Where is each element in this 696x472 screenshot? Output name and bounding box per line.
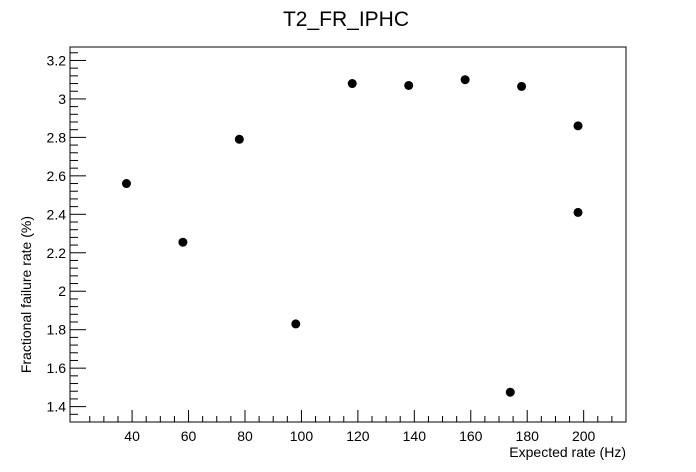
data-point [573,207,583,217]
x-tick-label: 120 [346,428,370,444]
x-tick-label: 100 [290,428,314,444]
x-tick-label: 140 [403,428,427,444]
x-tick-label: 160 [459,428,483,444]
x-tick-label: 180 [516,428,540,444]
y-tick-label: 2.2 [47,245,67,261]
y-axis: 1.4 1.6 1.8 2 2.2 2.4 2.6 2.8 3 3.2 [47,52,86,423]
y-tick-label: 1.8 [47,322,67,338]
chart-title: T2_FR_IPHC [283,8,409,31]
y-axis-title: Fractional failure rate (%) [18,216,34,373]
y-tick-label: 1.4 [47,399,67,415]
data-points [121,75,583,397]
x-axis: 40 60 80 100 120 140 160 180 200 [89,410,627,444]
data-point [347,79,357,89]
y-tick-label: 2.4 [47,206,67,222]
x-tick-label: 200 [572,428,596,444]
data-point [404,80,414,90]
x-tick-label: 60 [181,428,197,444]
x-axis-title: Expected rate (Hz) [509,444,626,460]
x-tick-label: 40 [124,428,140,444]
y-tick-label: 3.2 [47,52,67,68]
plot-frame [69,46,627,423]
data-point [121,179,131,189]
y-tick-label: 3 [58,91,66,107]
data-point [178,237,188,247]
data-point [505,387,515,397]
data-point [517,81,527,91]
data-point [460,75,470,85]
y-tick-label: 2 [58,283,66,299]
data-point [291,319,301,329]
data-point [234,134,244,144]
y-tick-label: 1.6 [47,360,67,376]
y-tick-label: 2.8 [47,129,67,145]
y-tick-label: 2.6 [47,168,67,184]
x-tick-label: 80 [237,428,253,444]
data-point [573,121,583,131]
